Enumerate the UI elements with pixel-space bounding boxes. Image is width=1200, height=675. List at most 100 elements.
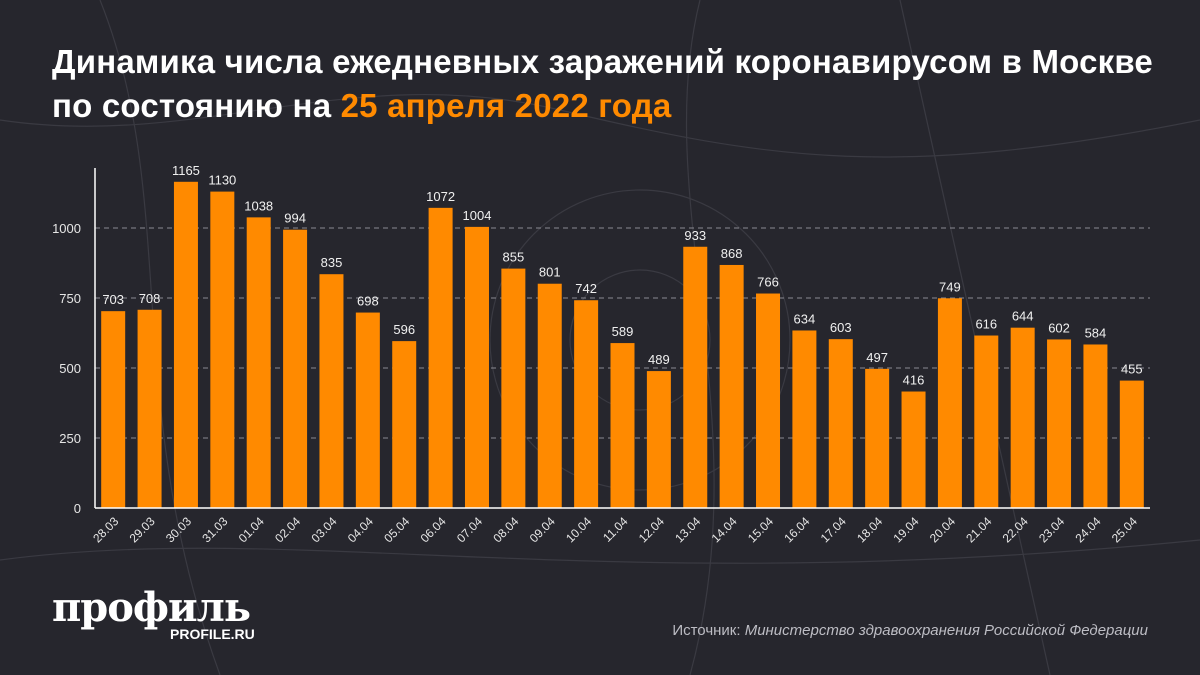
data-label: 489 [648, 352, 670, 367]
data-label: 634 [794, 311, 816, 326]
y-tick-label: 0 [74, 501, 81, 516]
profile-logo: профиль PROFILE.RU [52, 584, 255, 643]
x-tick-label: 04.04 [345, 514, 376, 545]
x-tick-label: 31.03 [199, 514, 230, 545]
x-tick-label: 05.04 [381, 514, 412, 545]
data-label: 708 [139, 291, 161, 306]
title-date: 25 апреля 2022 года [340, 87, 672, 124]
bar [101, 311, 126, 508]
data-label: 603 [830, 320, 852, 335]
y-tick-label: 500 [59, 361, 81, 376]
bar [137, 309, 162, 508]
x-tick-label: 16.04 [781, 514, 812, 545]
bar [173, 181, 198, 509]
title-text: Динамика числа ежедневных заражений коро… [52, 43, 1153, 124]
data-label: 742 [575, 281, 597, 296]
x-tick-label: 19.04 [891, 514, 922, 545]
source-label: Источник: [672, 622, 741, 639]
x-tick-label: 13.04 [672, 514, 703, 545]
data-label: 1072 [426, 189, 455, 204]
x-tick-label: 10.04 [563, 514, 594, 545]
data-label: 698 [357, 294, 379, 309]
bar [719, 264, 744, 508]
bar [683, 246, 708, 508]
bar [501, 268, 526, 508]
data-label: 994 [284, 211, 306, 226]
data-label: 1038 [244, 198, 273, 213]
bar [865, 368, 890, 508]
bar [355, 312, 380, 508]
data-label: 1130 [208, 173, 236, 188]
x-tick-label: 17.04 [818, 514, 849, 545]
data-label: 749 [939, 279, 961, 294]
data-label: 616 [975, 317, 997, 332]
y-tick-label: 1000 [52, 221, 81, 236]
y-tick-label: 750 [59, 291, 81, 306]
data-label: 835 [321, 255, 343, 270]
bar [792, 330, 817, 508]
bar [210, 191, 235, 508]
bar [1010, 327, 1035, 508]
x-tick-label: 18.04 [854, 514, 885, 545]
x-tick-label: 29.03 [127, 514, 158, 545]
y-tick-label: 250 [59, 431, 81, 446]
data-label: 644 [1012, 309, 1034, 324]
data-label: 855 [503, 250, 525, 265]
x-tick-label: 03.04 [308, 514, 339, 545]
data-label: 589 [612, 324, 634, 339]
logo-url: PROFILE.RU [170, 626, 255, 642]
x-tick-label: 21.04 [963, 514, 994, 545]
bar [392, 341, 417, 508]
x-tick-label: 20.04 [927, 514, 958, 545]
x-tick-label: 22.04 [1000, 514, 1031, 545]
data-label: 1004 [463, 208, 492, 223]
bar [901, 391, 926, 508]
logo-word: профиль [52, 584, 251, 631]
bar [283, 229, 308, 508]
x-tick-label: 15.04 [745, 514, 776, 545]
bar [319, 274, 344, 508]
bar [464, 226, 489, 508]
x-tick-label: 25.04 [1109, 514, 1140, 545]
data-label: 1165 [172, 163, 200, 178]
data-label: 584 [1085, 325, 1107, 340]
x-tick-label: 08.04 [490, 514, 521, 545]
x-tick-label: 14.04 [709, 514, 740, 545]
source-note: Источник: Министерство здравоохранения Р… [672, 622, 1148, 639]
bar [974, 335, 999, 508]
x-tick-label: 06.04 [418, 514, 449, 545]
data-label: 416 [903, 373, 925, 388]
x-tick-label: 11.04 [600, 514, 631, 545]
x-tick-label: 12.04 [636, 514, 667, 545]
bar [428, 207, 453, 508]
data-label: 766 [757, 275, 779, 290]
x-tick-label: 30.03 [163, 514, 194, 545]
x-tick-label: 24.04 [1072, 514, 1103, 545]
data-label: 497 [866, 350, 888, 365]
data-label: 455 [1121, 362, 1143, 377]
bar [1047, 339, 1072, 508]
data-label: 933 [684, 228, 706, 243]
data-label: 868 [721, 246, 743, 261]
x-tick-label: 28.03 [90, 514, 121, 545]
x-tick-label: 02.04 [272, 514, 303, 545]
data-label: 602 [1048, 320, 1070, 335]
bar [937, 298, 962, 508]
bar [1083, 344, 1108, 508]
data-label: 801 [539, 265, 561, 280]
bar [1119, 380, 1144, 508]
x-tick-label: 07.04 [454, 514, 485, 545]
data-label: 703 [102, 292, 124, 307]
bar [828, 339, 853, 508]
bar [537, 283, 562, 508]
data-label: 596 [393, 322, 415, 337]
x-tick-label: 01.04 [236, 514, 267, 545]
bar [610, 343, 635, 508]
bar [246, 217, 271, 509]
bar [756, 293, 781, 508]
bar [646, 371, 671, 508]
x-tick-label: 23.04 [1036, 514, 1067, 545]
source-text: Министерство здравоохранения Российской … [744, 622, 1148, 639]
bar [574, 300, 599, 508]
